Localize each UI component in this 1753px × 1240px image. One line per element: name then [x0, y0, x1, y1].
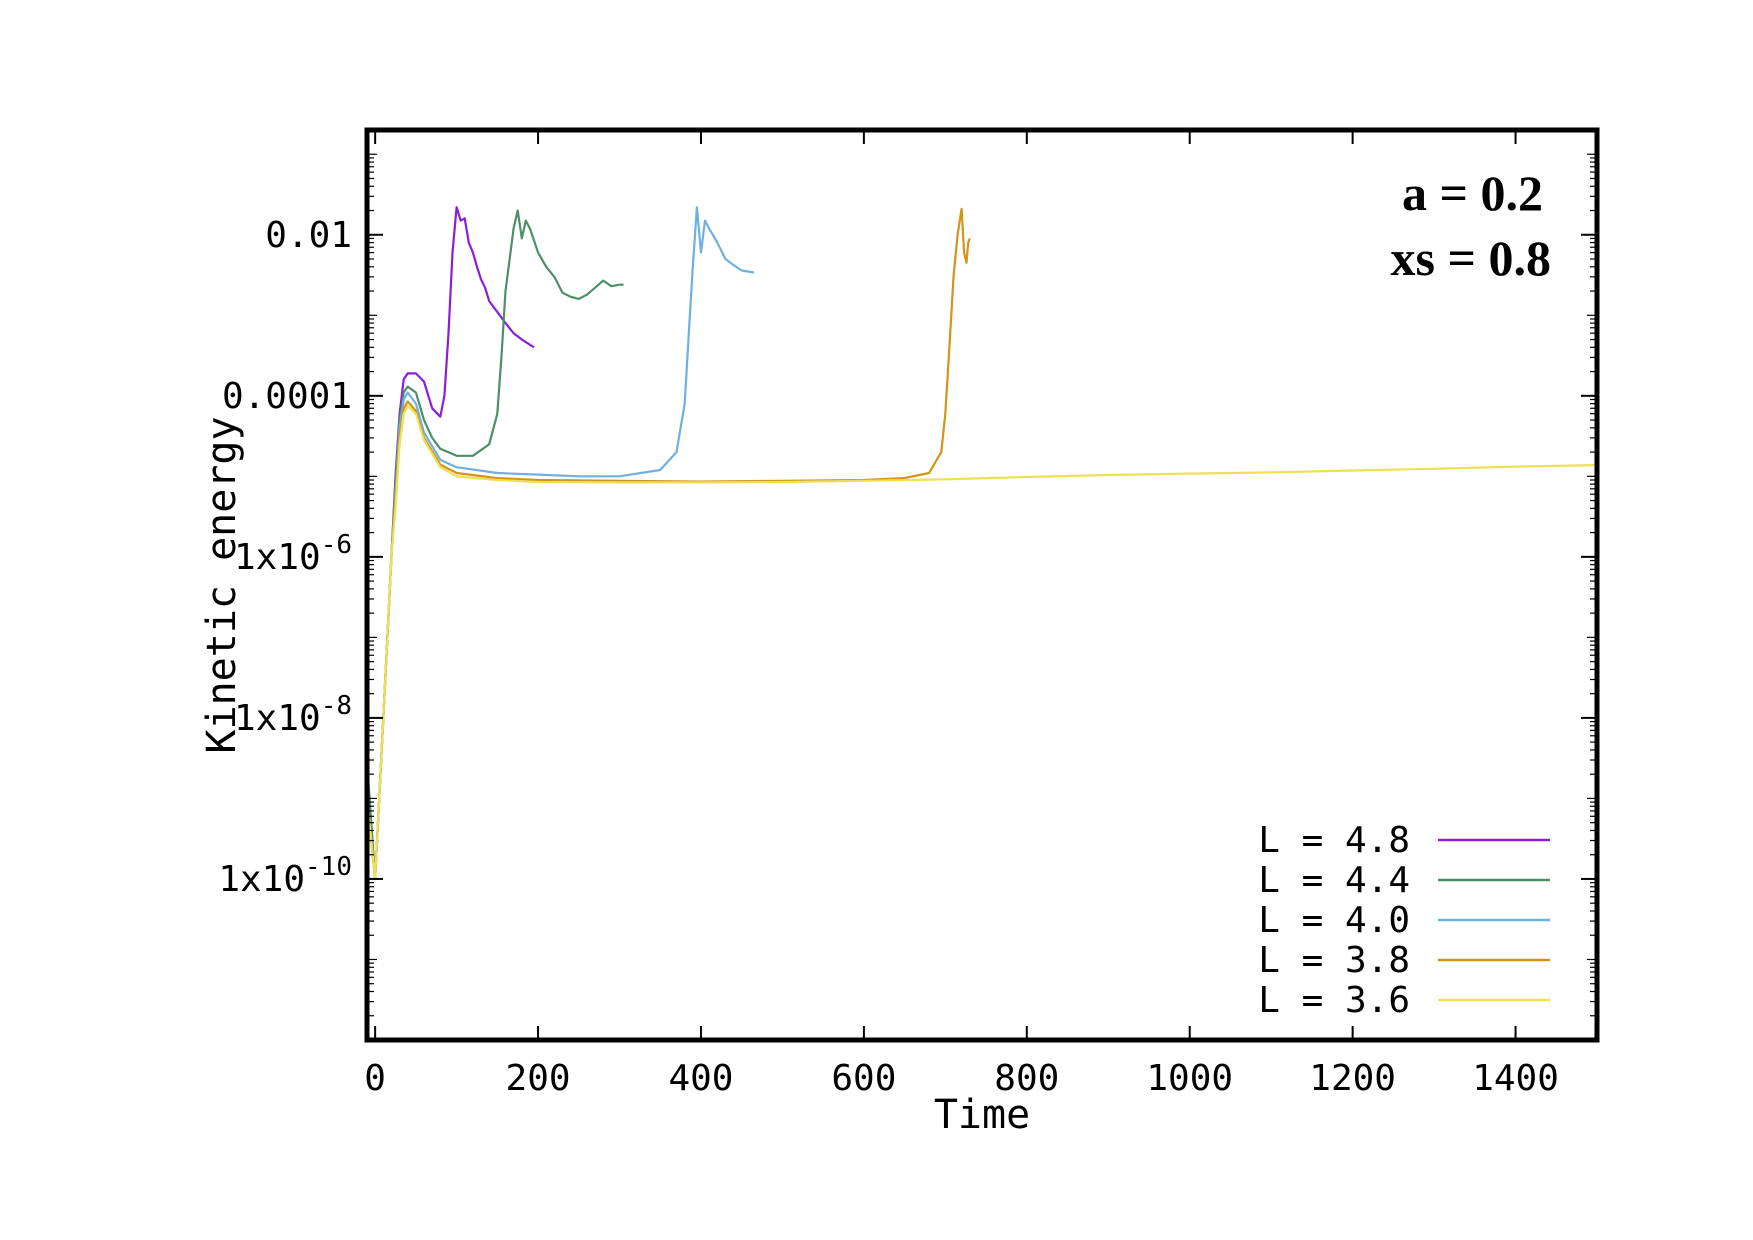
series-line-2	[365, 206, 755, 881]
label-layer: 0 200 400 600 800 1000 1200 1400 0.01 0.0001 1x10-…	[218, 215, 1559, 1099]
y-tick-label: 1x10-10	[218, 852, 352, 900]
y-tick-label: 1x10-8	[234, 691, 352, 739]
series-line-4	[365, 404, 1598, 881]
y-tick-label: 0.0001	[222, 376, 352, 417]
x-tick-label: 1000	[1146, 1058, 1233, 1099]
legend-label-0: L = 4.8	[1258, 820, 1410, 861]
x-axis-title: Time	[934, 1092, 1030, 1138]
series-line-3	[365, 207, 971, 881]
y-tick-label: 1x10-6	[234, 530, 352, 578]
legend-label-4: L = 3.6	[1258, 980, 1410, 1021]
legend-label-3: L = 3.8	[1258, 940, 1410, 981]
legend-label-2: L = 4.0	[1258, 900, 1410, 941]
x-tick-label: 200	[506, 1058, 571, 1099]
x-tick-label: 1400	[1472, 1058, 1559, 1099]
y-tick-label: 0.01	[265, 215, 352, 256]
x-tick-label: 400	[668, 1058, 733, 1099]
x-tick-label: 0	[364, 1058, 386, 1099]
x-tick-label: 600	[831, 1058, 896, 1099]
y-axis-title: Kinetic energy	[199, 416, 245, 753]
annotation-a: a = 0.2	[1402, 165, 1543, 221]
series-layer	[365, 206, 1598, 881]
legend: L = 4.8L = 4.4L = 4.0L = 3.8L = 3.6	[1258, 820, 1550, 1021]
legend-label-1: L = 4.4	[1258, 860, 1410, 901]
x-tick-label: 1200	[1309, 1058, 1396, 1099]
plot-frame	[364, 127, 1600, 1043]
annotation-xs: xs = 0.8	[1391, 230, 1551, 286]
x-tick-label: 800	[994, 1058, 1059, 1099]
